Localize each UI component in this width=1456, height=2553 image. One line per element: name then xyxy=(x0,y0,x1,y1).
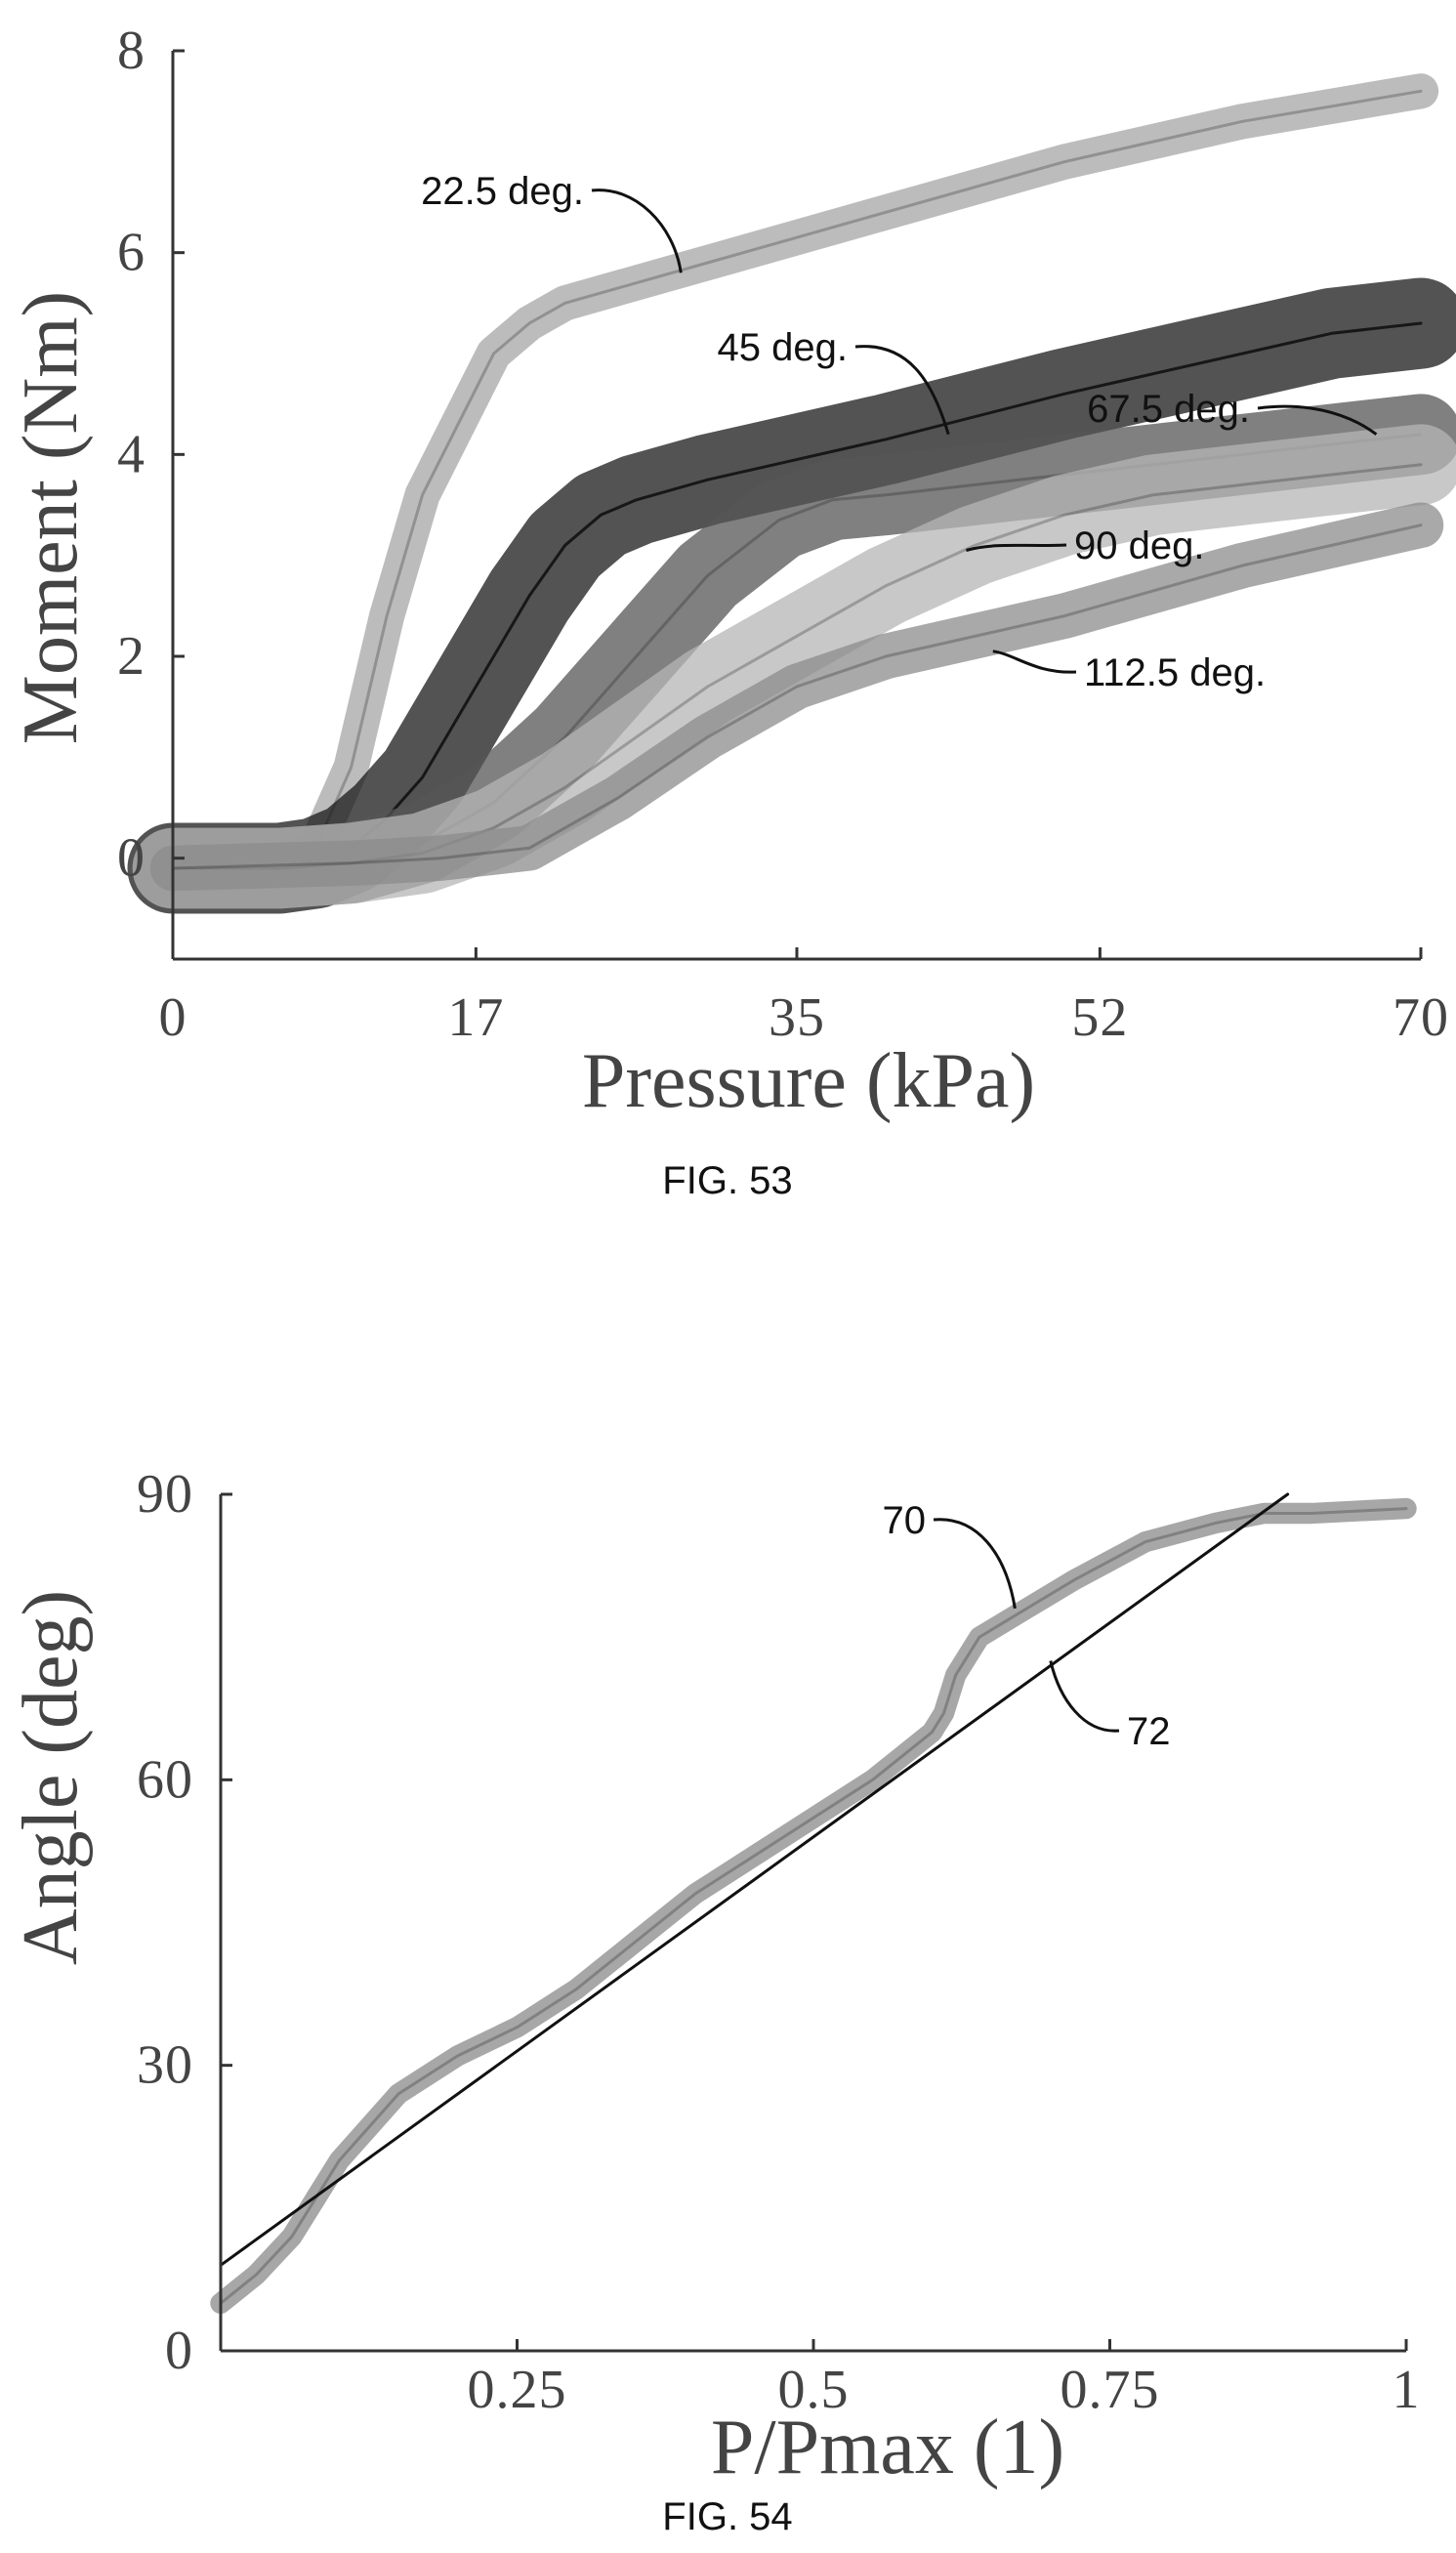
figure-54-axes xyxy=(219,1494,1406,2353)
figure-53-annotations: 22.5 deg. 45 deg. 67.5 deg. 90 deg. 112.5 de… xyxy=(421,170,1378,694)
series-line-72 xyxy=(219,1492,1290,2267)
figure-53-series xyxy=(127,73,1456,914)
x-tick-label: 0.5 xyxy=(778,2360,850,2420)
annotation-leader-22-5-deg xyxy=(591,188,683,273)
annotation-label-67-5-deg: 67.5 deg. xyxy=(1087,388,1250,431)
annotation-label-72: 72 xyxy=(1127,1710,1171,1753)
series-112-5-deg xyxy=(149,502,1444,892)
series-70 xyxy=(210,1497,1417,2314)
figure-54-annotations: 70 72 xyxy=(883,1499,1171,1753)
y-tick-label: 8 xyxy=(117,21,146,81)
x-axis-title: Pressure (kPa) xyxy=(582,1038,1035,1124)
figure-caption: FIG. 54 xyxy=(662,2495,792,2538)
figure-54-ticks: 0.25 0.5 0.75 1 0 30 60 90 xyxy=(137,1464,1421,2420)
annotation-leader-72 xyxy=(1049,1660,1120,1733)
x-tick-label: 52 xyxy=(1071,987,1128,1048)
y-tick-label: 2 xyxy=(117,626,146,687)
x-tick-label: 70 xyxy=(1393,987,1449,1048)
series-band-70 xyxy=(210,1497,1417,2314)
x-tick-label: 17 xyxy=(447,987,504,1048)
x-tick-label: 1 xyxy=(1393,2360,1421,2420)
x-tick-label: 0.75 xyxy=(1061,2360,1160,2420)
series-line-70 xyxy=(219,1507,1408,2305)
annotation-label-45-deg: 45 deg. xyxy=(718,326,848,369)
y-axis-title: Angle (deg) xyxy=(8,1590,94,1965)
figure-53-ticks: 0 17 35 52 70 0 2 4 6 8 xyxy=(117,21,1449,1048)
y-tick-label: 90 xyxy=(137,1464,193,1525)
x-axis-title: P/Pmax (1) xyxy=(711,2405,1064,2490)
series-line-112-5-deg xyxy=(171,523,1423,870)
annotation-leader-45-deg xyxy=(854,345,950,436)
x-tick-label: 0 xyxy=(159,987,187,1048)
y-tick-label: 4 xyxy=(117,424,146,484)
x-tick-label: 35 xyxy=(769,987,825,1048)
figure-54-chart: 0.25 0.5 0.75 1 0 30 60 90 70 72 P/Pmax (1) Angl… xyxy=(8,1464,1421,2538)
figure-53-chart: 0 17 35 52 70 0 2 4 6 8 22.5 deg. 45 deg. 67.5 deg.… xyxy=(8,21,1456,1202)
annotation-label-70: 70 xyxy=(883,1499,927,1542)
series-band-112-5-deg xyxy=(149,502,1444,892)
series-72 xyxy=(219,1492,1290,2267)
y-axis-title: Moment (Nm) xyxy=(8,291,94,744)
y-tick-label: 0 xyxy=(165,2321,193,2381)
annotation-label-90-deg: 90 deg. xyxy=(1074,524,1204,567)
figure-caption: FIG. 53 xyxy=(662,1159,792,1202)
y-tick-label: 6 xyxy=(117,223,146,283)
annotation-leader-67-5-deg xyxy=(1257,404,1378,436)
annotation-leader-112-5-deg xyxy=(992,649,1077,674)
annotation-label-112-5-deg: 112.5 deg. xyxy=(1084,651,1266,694)
annotation-leader-90-deg xyxy=(965,543,1067,552)
y-tick-label: 30 xyxy=(137,2035,193,2096)
annotation-leader-70 xyxy=(933,1518,1017,1610)
annotation-label-22-5-deg: 22.5 deg. xyxy=(421,170,584,213)
y-tick-label: 60 xyxy=(137,1749,193,1810)
figure-54-series xyxy=(210,1492,1417,2314)
x-tick-label: 0.25 xyxy=(468,2360,567,2420)
y-tick-label: 0 xyxy=(117,828,146,889)
